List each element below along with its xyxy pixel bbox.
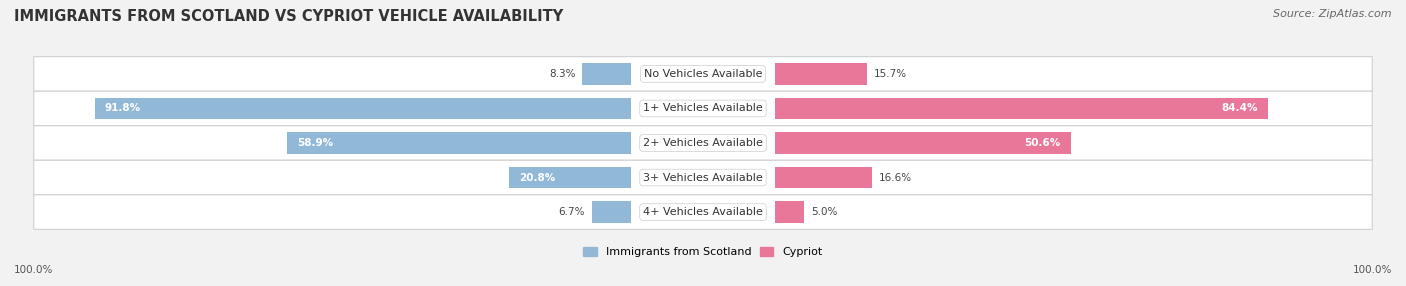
Text: 4+ Vehicles Available: 4+ Vehicles Available <box>643 207 763 217</box>
Text: 6.7%: 6.7% <box>558 207 585 217</box>
Bar <box>775 201 804 223</box>
Text: Source: ZipAtlas.com: Source: ZipAtlas.com <box>1274 9 1392 19</box>
Text: 58.9%: 58.9% <box>297 138 333 148</box>
Text: 8.3%: 8.3% <box>550 69 576 79</box>
Text: 16.6%: 16.6% <box>879 172 912 182</box>
Bar <box>94 98 631 119</box>
Text: 100.0%: 100.0% <box>1353 265 1392 275</box>
Text: 1+ Vehicles Available: 1+ Vehicles Available <box>643 104 763 114</box>
Bar <box>775 132 1070 154</box>
Bar <box>775 167 872 188</box>
Bar <box>775 98 1268 119</box>
Bar <box>592 201 631 223</box>
Text: 50.6%: 50.6% <box>1025 138 1060 148</box>
Text: IMMIGRANTS FROM SCOTLAND VS CYPRIOT VEHICLE AVAILABILITY: IMMIGRANTS FROM SCOTLAND VS CYPRIOT VEHI… <box>14 9 564 23</box>
Text: 15.7%: 15.7% <box>873 69 907 79</box>
Text: 2+ Vehicles Available: 2+ Vehicles Available <box>643 138 763 148</box>
Text: No Vehicles Available: No Vehicles Available <box>644 69 762 79</box>
Text: 100.0%: 100.0% <box>14 265 53 275</box>
FancyBboxPatch shape <box>34 91 1372 126</box>
Text: 91.8%: 91.8% <box>104 104 141 114</box>
Legend: Immigrants from Scotland, Cypriot: Immigrants from Scotland, Cypriot <box>579 243 827 262</box>
Text: 20.8%: 20.8% <box>519 172 555 182</box>
FancyBboxPatch shape <box>34 195 1372 229</box>
Bar <box>775 63 868 85</box>
Bar <box>509 167 631 188</box>
FancyBboxPatch shape <box>34 160 1372 195</box>
Bar <box>582 63 631 85</box>
Text: 3+ Vehicles Available: 3+ Vehicles Available <box>643 172 763 182</box>
Text: 84.4%: 84.4% <box>1222 104 1258 114</box>
FancyBboxPatch shape <box>34 57 1372 91</box>
FancyBboxPatch shape <box>34 126 1372 160</box>
Bar <box>287 132 631 154</box>
Text: 5.0%: 5.0% <box>811 207 838 217</box>
